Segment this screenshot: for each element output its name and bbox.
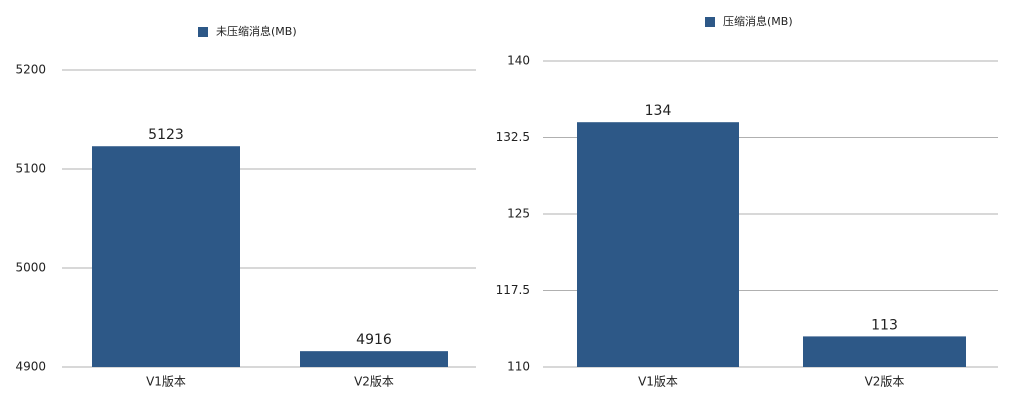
y-tick-label: 5000 [15, 261, 46, 275]
y-tick-label: 132.5 [496, 130, 530, 144]
bar [300, 351, 448, 367]
y-tick-label: 5100 [15, 162, 46, 176]
data-label: 134 [645, 103, 672, 119]
y-tick-label: 125 [507, 207, 530, 221]
y-tick-label: 5200 [15, 63, 46, 77]
y-tick-label: 117.5 [496, 283, 530, 297]
x-tick-label: V1版本 [638, 375, 678, 389]
legend-label: 压缩消息(MB) [723, 14, 793, 28]
legend-swatch [198, 27, 208, 37]
x-tick-label: V2版本 [354, 375, 394, 389]
legend-label: 未压缩消息(MB) [216, 24, 297, 38]
x-tick-label: V2版本 [865, 375, 905, 389]
bar [577, 122, 739, 367]
data-label: 4916 [356, 332, 392, 348]
y-tick-label: 110 [507, 360, 530, 374]
bar [92, 146, 240, 367]
data-label: 5123 [148, 127, 184, 143]
y-tick-label: 140 [507, 54, 530, 68]
legend-swatch [705, 17, 715, 27]
y-tick-label: 4900 [15, 360, 46, 374]
bar [803, 336, 966, 367]
data-label: 113 [871, 317, 898, 333]
x-tick-label: V1版本 [146, 375, 186, 389]
